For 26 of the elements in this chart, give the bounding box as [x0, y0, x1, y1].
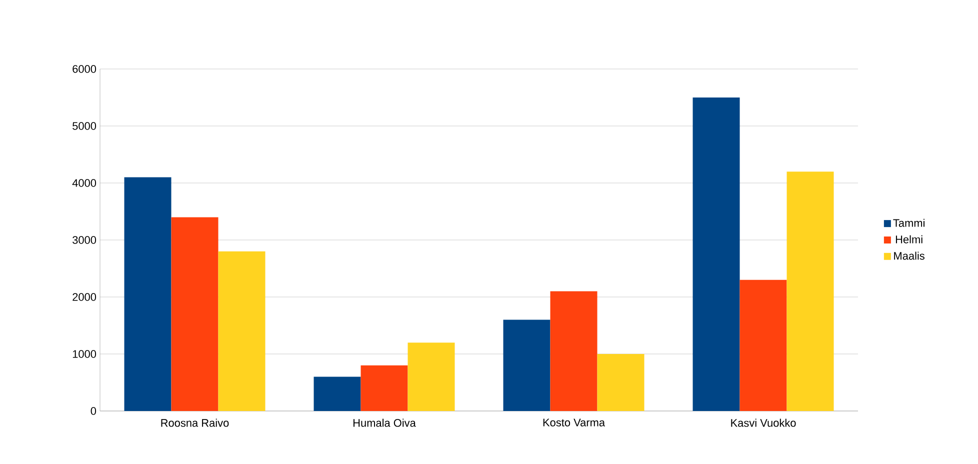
x-tick-label: Humala Oiva	[353, 418, 416, 427]
y-tick-label: 3000	[72, 236, 96, 244]
bar	[314, 376, 361, 411]
bar	[786, 172, 834, 411]
bar	[503, 320, 550, 411]
y-tick-label: 5000	[72, 122, 96, 130]
bar	[408, 342, 455, 411]
bar	[740, 280, 787, 411]
bar	[171, 217, 218, 411]
legend-label: Tammi	[893, 218, 924, 227]
y-tick-label: 1000	[72, 350, 96, 358]
y-tick-label: 4000	[72, 179, 96, 187]
bar	[124, 177, 172, 411]
y-tick-label: 6000	[72, 65, 96, 73]
x-tick-label: Kasvi Vuokko	[731, 418, 796, 427]
bar	[218, 251, 266, 411]
legend-label: Maalis	[894, 252, 924, 260]
y-tick-label: 2000	[72, 293, 96, 301]
x-tick-label: Kosto Varma	[543, 418, 606, 426]
bar	[692, 97, 740, 411]
bar	[360, 365, 408, 411]
bar	[597, 354, 644, 411]
y-tick-label: 0	[90, 407, 96, 415]
bar	[550, 291, 598, 411]
x-tick-label: Roosna Raivo	[161, 418, 229, 427]
legend-label: Helmi	[896, 235, 922, 244]
